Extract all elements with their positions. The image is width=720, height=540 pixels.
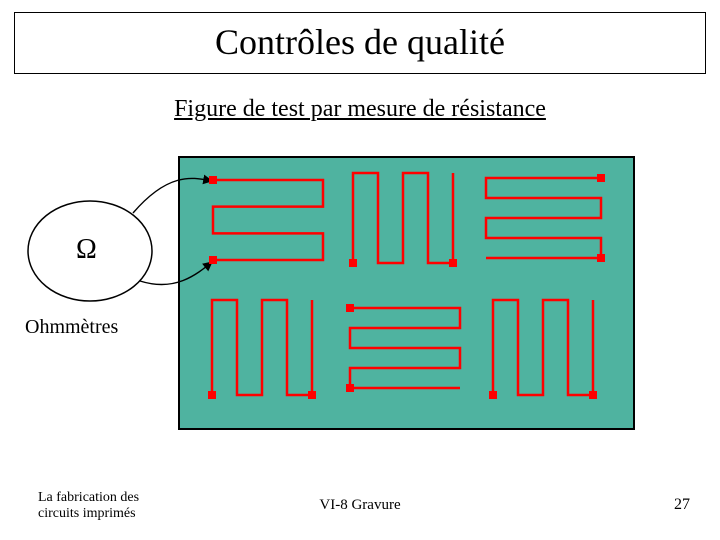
test-pattern-diagram: [0, 0, 720, 540]
slide-number: 27: [674, 496, 690, 514]
slide: Contrôles de qualité Figure de test par …: [0, 0, 720, 540]
omega-symbol: Ω: [76, 234, 97, 266]
footer-center: VI-8 Gravure: [0, 497, 720, 514]
ohmmeter-label: Ohmmètres: [25, 316, 118, 339]
